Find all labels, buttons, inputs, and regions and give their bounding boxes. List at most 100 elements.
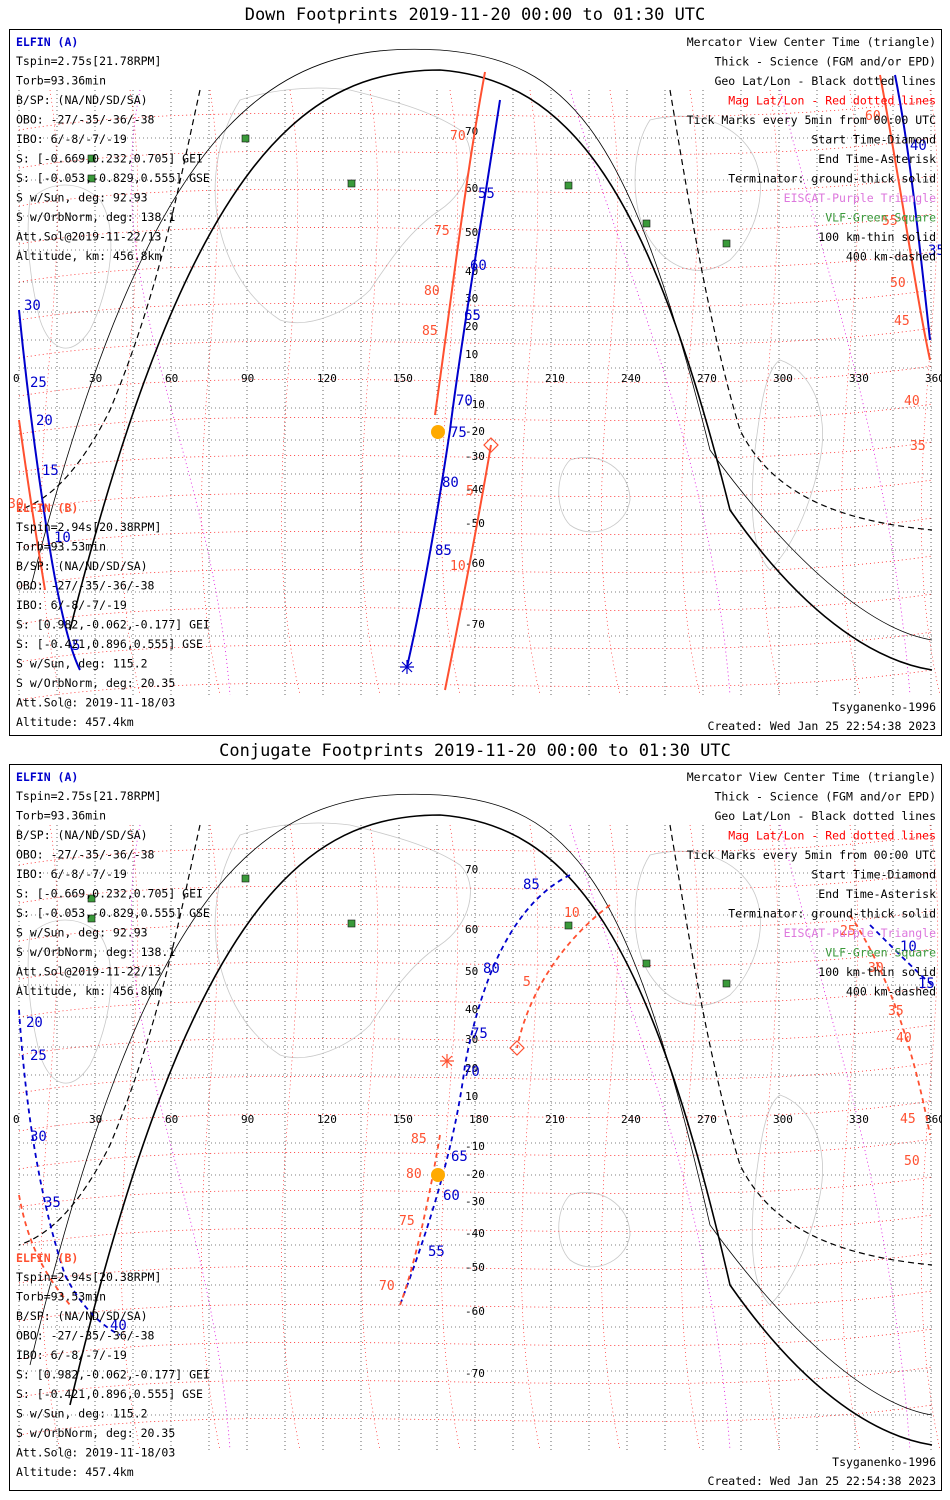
mag-lon-gridline bbox=[761, 824, 781, 1451]
lat-tick-label: -20 bbox=[465, 1168, 485, 1181]
elfin-a-info-line: B/SP: (NA/ND/SD/SA) bbox=[16, 93, 148, 107]
mag-lon-gridline bbox=[521, 824, 541, 1451]
elfin-a-time-label: 15 bbox=[42, 463, 59, 479]
elfin-a-time-label: 75 bbox=[450, 425, 467, 441]
elfin-b-info-line: S: [0.982,-0.062,-0.177] GEI bbox=[16, 618, 210, 632]
vlf-station-square bbox=[347, 919, 356, 928]
continent-outline bbox=[751, 1094, 823, 1306]
vlf-station-square bbox=[642, 959, 651, 968]
elfin-b-time-label: 30 bbox=[9, 497, 24, 512]
mag-lon-gridline bbox=[361, 824, 381, 1451]
elfin-b-time-label: 35 bbox=[910, 439, 926, 454]
legend-entry: Thick - Science (FGM and/or EPD) bbox=[714, 790, 936, 804]
elfin-a-time-label: 20 bbox=[26, 1015, 43, 1031]
elfin-b-conj-track-south bbox=[399, 1134, 441, 1306]
elfin-b-info-line: Tspin=2.94s[20.38RPM] bbox=[16, 1270, 161, 1284]
elfin-b-time-label: 25 bbox=[840, 924, 856, 939]
elfin-a-name: ELFIN (A) bbox=[16, 35, 78, 49]
lat-tick-label: 40 bbox=[465, 1003, 478, 1016]
elfin-a-time-label: 85 bbox=[523, 877, 540, 893]
elfin-b-time-label: 10 bbox=[564, 906, 580, 921]
elfin-a-time-label: 70 bbox=[463, 1064, 480, 1080]
elfin-b-time-label: 80 bbox=[406, 1167, 422, 1182]
lat-tick-label: -40 bbox=[465, 1227, 485, 1240]
elfin-b-time-label: 70 bbox=[379, 1279, 395, 1294]
elfin-b-time-label: 10 bbox=[450, 559, 466, 574]
vlf-station-square bbox=[564, 181, 573, 190]
terminator-400km-west bbox=[18, 89, 201, 511]
lat-tick-label: 60 bbox=[465, 923, 478, 936]
lon-tick-label: 120 bbox=[317, 372, 337, 385]
elfin-b-time-label: 80 bbox=[424, 284, 440, 299]
elfin-a-info-line: S: [-0.669,0.232,0.705] GEI bbox=[16, 887, 203, 901]
continent-outline bbox=[27, 919, 112, 1084]
elfin-a-info-line: OBO: -27/-35/-36/-38 bbox=[16, 113, 155, 127]
vlf-station-square bbox=[241, 134, 250, 143]
legend-entry: End Time-Asterisk bbox=[818, 152, 936, 166]
elfin-a-info-line: S w/OrbNorm, deg: 138.1 bbox=[16, 210, 175, 224]
elfin-b-info-line: Altitude: 457.4km bbox=[16, 715, 134, 729]
elfin-b-info-line: S w/Sun, deg: 115.2 bbox=[16, 1407, 148, 1421]
lon-tick-label: 60 bbox=[165, 1113, 178, 1126]
mag-lat-gridline bbox=[18, 1328, 933, 1360]
lat-tick-label: -20 bbox=[465, 425, 485, 438]
legend-entry: Start Time-Diamond bbox=[811, 868, 936, 882]
lon-tick-label: 90 bbox=[241, 1113, 254, 1126]
elfin-a-info-line: Torb=93.36min bbox=[16, 74, 106, 88]
elfin-a-time-label: 60 bbox=[470, 258, 487, 274]
lon-tick-label: 150 bbox=[393, 1113, 413, 1126]
elfin-a-info-line: Att.Sol@2019-11-22/13 bbox=[16, 965, 161, 979]
elfin-b-time-label: 45 bbox=[894, 314, 910, 329]
elfin-a-time-label: 65 bbox=[464, 308, 481, 324]
lat-tick-label: 40 bbox=[465, 265, 478, 278]
lat-tick-label: 20 bbox=[465, 1062, 478, 1075]
legend-entry: 400 km-dashed bbox=[846, 985, 936, 999]
lon-tick-label: 300 bbox=[773, 372, 793, 385]
elfin-a-time-label: 65 bbox=[451, 1149, 468, 1165]
lshell-line bbox=[569, 89, 731, 696]
lat-tick-label: 70 bbox=[465, 863, 478, 876]
elfin-b-info-line: Att.Sol@: 2019-11-18/03 bbox=[16, 1446, 175, 1460]
elfin-a-time-label: 25 bbox=[30, 375, 47, 391]
mercator-center-sun-marker bbox=[431, 1168, 445, 1182]
elfin-b-time-label: 60 bbox=[865, 109, 881, 124]
vlf-station-square bbox=[241, 874, 250, 883]
mercator-center-sun-marker bbox=[431, 425, 445, 439]
legend-entry: 400 km-dashed bbox=[846, 250, 936, 264]
elfin-a-time-label: 55 bbox=[428, 1244, 445, 1260]
legend-entry: Mag Lat/Lon - Red dotted lines bbox=[728, 94, 936, 108]
mag-lon-gridline bbox=[521, 89, 541, 696]
lon-tick-label: 180 bbox=[469, 372, 489, 385]
elfin-a-info-line: S w/Sun, deg: 92.93 bbox=[16, 926, 148, 940]
elfin-b-down-track bbox=[434, 71, 486, 416]
elfin-b-info-line: S w/OrbNorm, deg: 20.35 bbox=[16, 1426, 175, 1440]
elfin-a-info-line: OBO: -27/-35/-36/-38 bbox=[16, 848, 155, 862]
elfin-b-info-line: OBO: -27/-35/-36/-38 bbox=[16, 1329, 155, 1343]
elfin-b-time-label: 30 bbox=[868, 961, 884, 976]
legend-entry: 100 km-thin solid bbox=[818, 230, 936, 244]
elfin-a-info-line: B/SP: (NA/ND/SD/SA) bbox=[16, 828, 148, 842]
mag-lon-gridline bbox=[921, 89, 941, 696]
vlf-station-square bbox=[722, 979, 731, 988]
terminator-400km-east bbox=[669, 89, 933, 531]
vlf-station-square bbox=[87, 914, 96, 923]
continent-outline bbox=[634, 850, 761, 1006]
vlf-station-square bbox=[347, 179, 356, 188]
end-time-asterisk bbox=[400, 660, 414, 674]
mag-lon-gridline bbox=[41, 824, 61, 1451]
model-name: Tsyganenko-1996 bbox=[832, 700, 936, 714]
terminator-100km bbox=[29, 48, 933, 641]
elfin-a-time-label: 10 bbox=[54, 530, 71, 546]
elfin-b-info-line: OBO: -27/-35/-36/-38 bbox=[16, 579, 155, 593]
elfin-b-info-line: B/SP: (NA/ND/SD/SA) bbox=[16, 559, 148, 573]
elfin-b-info-line: IBO: 6/-8/-7/-19 bbox=[16, 598, 127, 612]
lat-tick-label: -10 bbox=[465, 1140, 485, 1153]
elfin-a-time-label: 30 bbox=[30, 1129, 47, 1145]
legend-entry: VLF-Green Square bbox=[825, 211, 936, 225]
elfin-b-time-label: 70 bbox=[450, 129, 466, 144]
lon-tick-label: 90 bbox=[241, 372, 254, 385]
elfin-a-info-line: IBO: 6/-8/-7/-19 bbox=[16, 867, 127, 881]
elfin-a-down-track-east bbox=[894, 74, 931, 341]
lon-tick-label: 150 bbox=[393, 372, 413, 385]
elfin-b-info-line: B/SP: (NA/ND/SD/SA) bbox=[16, 1309, 148, 1323]
